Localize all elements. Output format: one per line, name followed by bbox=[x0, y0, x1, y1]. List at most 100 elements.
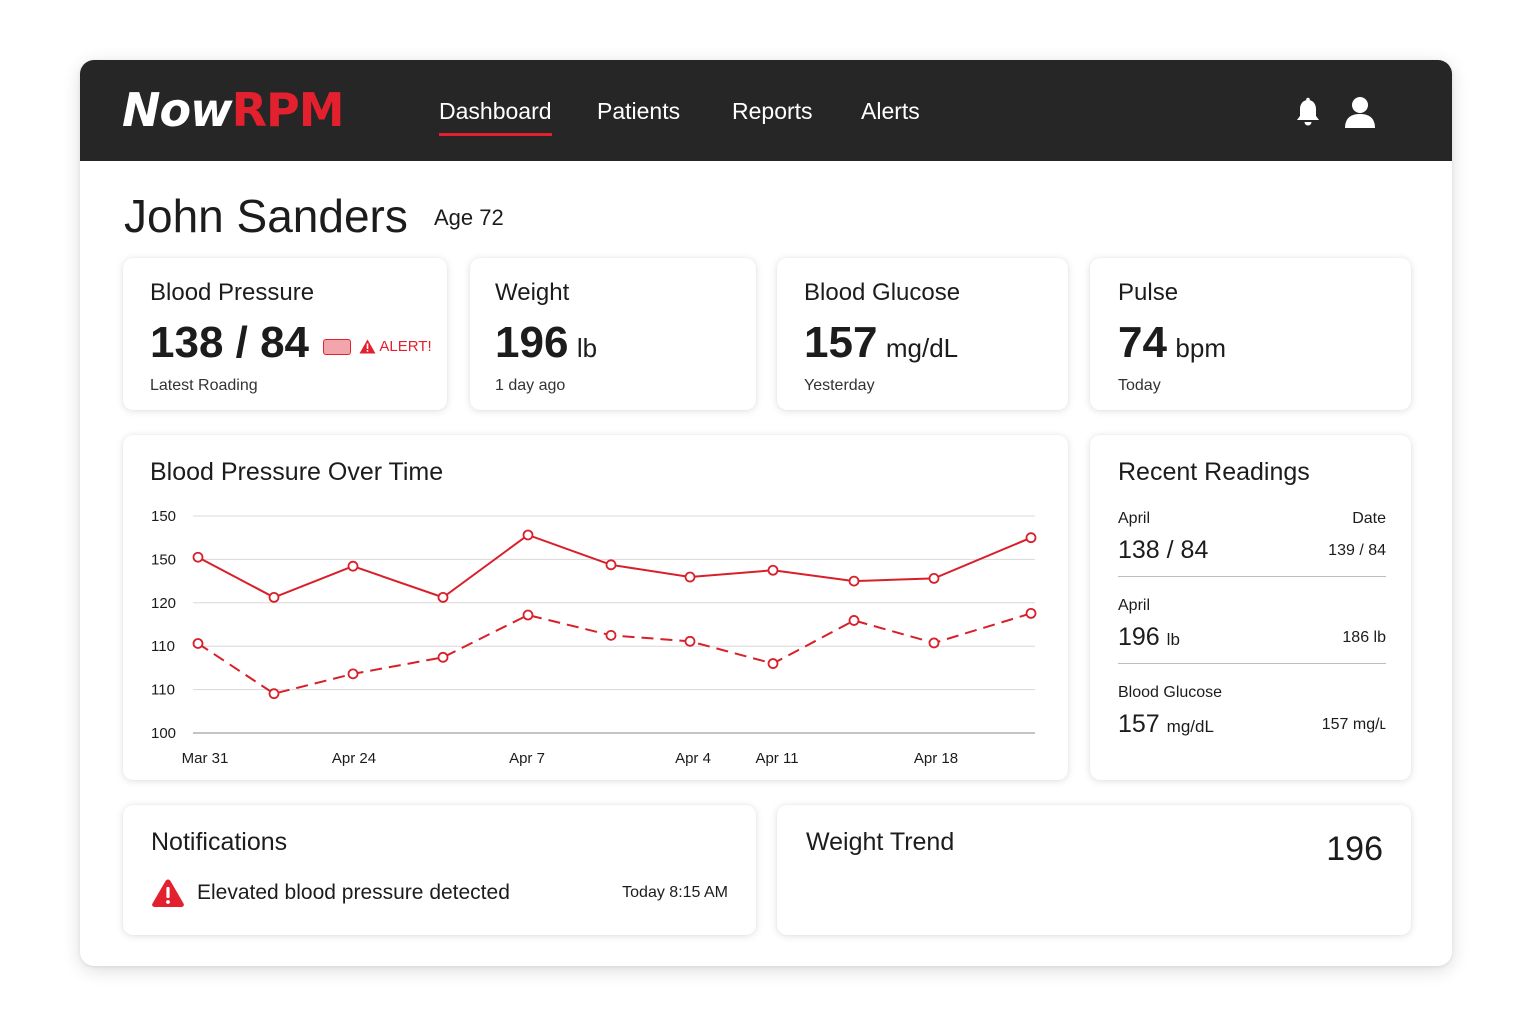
recent-readings-card: Recent Readings April Date 138 / 84 139 … bbox=[1090, 435, 1411, 780]
patient-age: Age 72 bbox=[434, 205, 504, 230]
pulse-value: 74 bbox=[1118, 318, 1167, 367]
divider bbox=[1118, 576, 1386, 577]
warning-icon bbox=[152, 879, 184, 907]
reading-label: April bbox=[1118, 597, 1151, 614]
reading-label: April bbox=[1118, 510, 1151, 527]
bp-chart-card: Blood Pressure Over Time 150 150 120 110 110… bbox=[123, 435, 1068, 780]
stat-value: 74 bpm bbox=[1118, 318, 1226, 378]
stat-subtitle: 1 day ago bbox=[495, 377, 566, 394]
reading-value: 157 mg/dL bbox=[1118, 709, 1214, 742]
reading-header: Date bbox=[1352, 510, 1386, 527]
reading-value-text: 196 bbox=[1118, 623, 1160, 651]
notification-time: Today 8:15 AM bbox=[622, 884, 728, 901]
data-point bbox=[192, 638, 204, 649]
data-point bbox=[767, 658, 779, 669]
data-point bbox=[192, 551, 204, 563]
data-point bbox=[767, 564, 779, 576]
y-tick-label: 100 bbox=[151, 725, 176, 742]
stat-value: 196 lb bbox=[495, 318, 597, 378]
stat-title: Blood Glucose bbox=[804, 279, 961, 306]
reading-row[interactable]: Blood Glucose 157 mg/dL 157 mg/ʟ bbox=[1118, 683, 1386, 743]
data-point bbox=[684, 571, 696, 583]
glucose-value: 157 bbox=[804, 318, 878, 367]
x-tick-label: Apr 11 bbox=[755, 750, 798, 767]
reading-unit: lb bbox=[1166, 630, 1180, 649]
stat-card-blood-glucose[interactable]: Blood Glucose 157 mg/dL Yesterday bbox=[777, 258, 1068, 410]
stat-subtitle: Latest Roading bbox=[150, 377, 258, 394]
data-point bbox=[268, 591, 280, 603]
data-point bbox=[437, 591, 449, 603]
reading-alt-value: 186 lb bbox=[1342, 629, 1386, 646]
notifications-title: Notifications bbox=[151, 828, 288, 856]
weight-value: 196 bbox=[495, 318, 569, 367]
stat-value: 157 mg/dL bbox=[804, 318, 958, 378]
reading-label: Blood Glucose bbox=[1118, 684, 1223, 701]
data-point bbox=[1025, 532, 1037, 544]
y-tick-label: 110 bbox=[151, 682, 175, 699]
reading-value: 138 / 84 bbox=[1118, 535, 1208, 565]
warning-icon bbox=[359, 339, 376, 354]
data-point bbox=[437, 651, 449, 663]
reading-value-text: 138 / 84 bbox=[1118, 536, 1209, 564]
data-point bbox=[928, 572, 940, 584]
alert-indicator bbox=[323, 338, 352, 355]
nav-item-dashboard[interactable]: Dashboard bbox=[439, 98, 552, 136]
app-window: NowRPM Dashboard Patients Reports Alerts… bbox=[80, 60, 1452, 966]
alert-badge: ALERT! bbox=[359, 322, 432, 372]
y-tick-label: 110 bbox=[151, 638, 175, 655]
reading-unit: mg/dL bbox=[1166, 717, 1214, 736]
data-point bbox=[848, 615, 860, 626]
x-tick-label: Apr 7 bbox=[509, 750, 545, 767]
data-point bbox=[684, 635, 696, 647]
weight-trend-card: Weight Trend 196 bbox=[777, 805, 1411, 935]
nav-item-reports[interactable]: Reports bbox=[732, 98, 813, 124]
alert-label: ALERT! bbox=[379, 337, 432, 355]
x-tick-label: Apr 18 bbox=[914, 750, 958, 767]
x-tick-label: Mar 31 bbox=[182, 750, 229, 767]
notifications-card: Notifications Elevated blood pressure de… bbox=[123, 805, 756, 935]
nav-item-patients[interactable]: Patients bbox=[597, 98, 681, 124]
pulse-unit: bpm bbox=[1175, 333, 1226, 363]
recent-readings-title: Recent Readings bbox=[1118, 458, 1310, 486]
stat-title: Pulse bbox=[1118, 279, 1179, 306]
data-point bbox=[347, 560, 359, 572]
weight-sparkline bbox=[777, 805, 1411, 935]
data-point bbox=[928, 637, 940, 649]
reading-row[interactable]: April 196 lb 186 lb bbox=[1118, 596, 1386, 656]
reading-alt-value: 157 mg/ʟ bbox=[1321, 716, 1386, 733]
bell-icon[interactable] bbox=[1292, 96, 1324, 128]
stat-value: 138 / 84 ALERT! bbox=[150, 318, 432, 378]
logo-now: Now bbox=[122, 83, 233, 137]
stat-card-blood-pressure[interactable]: Blood Pressure 138 / 84 ALERT! Latest Ro… bbox=[123, 258, 447, 410]
stat-subtitle: Yesterday bbox=[804, 377, 875, 394]
data-point bbox=[347, 668, 359, 680]
notification-item[interactable]: Elevated blood pressure detected bbox=[197, 881, 510, 904]
patient-name: John Sanders bbox=[124, 190, 408, 242]
reading-row[interactable]: April Date 138 / 84 139 / 84 bbox=[1118, 509, 1386, 569]
data-point bbox=[1025, 607, 1037, 619]
reading-alt-value: 139 / 84 bbox=[1328, 542, 1386, 559]
bp-chart-title: Blood Pressure Over Time bbox=[150, 458, 444, 486]
app-logo[interactable]: NowRPM bbox=[122, 83, 345, 137]
weight-trend-value: 196 bbox=[1326, 830, 1383, 868]
nav-item-alerts[interactable]: Alerts bbox=[861, 98, 920, 124]
y-tick-label: 150 bbox=[151, 551, 176, 568]
stat-card-weight[interactable]: Weight 196 lb 1 day ago bbox=[470, 258, 756, 410]
y-tick-label: 120 bbox=[151, 595, 176, 612]
bp-value: 138 / 84 bbox=[150, 318, 310, 367]
user-icon[interactable] bbox=[1343, 95, 1377, 129]
bp-line-chart: 150 150 120 110 110 100 Mar 31 Apr 24 Apr 7 Apr 4… bbox=[151, 508, 1037, 767]
y-tick-label: 150 bbox=[151, 508, 176, 525]
data-point bbox=[522, 609, 534, 621]
reading-value: 196 lb bbox=[1118, 622, 1180, 655]
data-point bbox=[268, 688, 280, 700]
x-tick-label: Apr 4 bbox=[675, 750, 711, 767]
data-point bbox=[848, 575, 860, 587]
stat-card-pulse[interactable]: Pulse 74 bpm Today bbox=[1090, 258, 1411, 410]
x-tick-label: Apr 24 bbox=[332, 750, 376, 767]
glucose-unit: mg/dL bbox=[885, 333, 959, 363]
stat-title: Blood Pressure bbox=[150, 279, 315, 306]
weight-unit: lb bbox=[576, 333, 598, 363]
divider bbox=[1118, 663, 1386, 664]
logo-rpm: RPM bbox=[231, 83, 345, 137]
